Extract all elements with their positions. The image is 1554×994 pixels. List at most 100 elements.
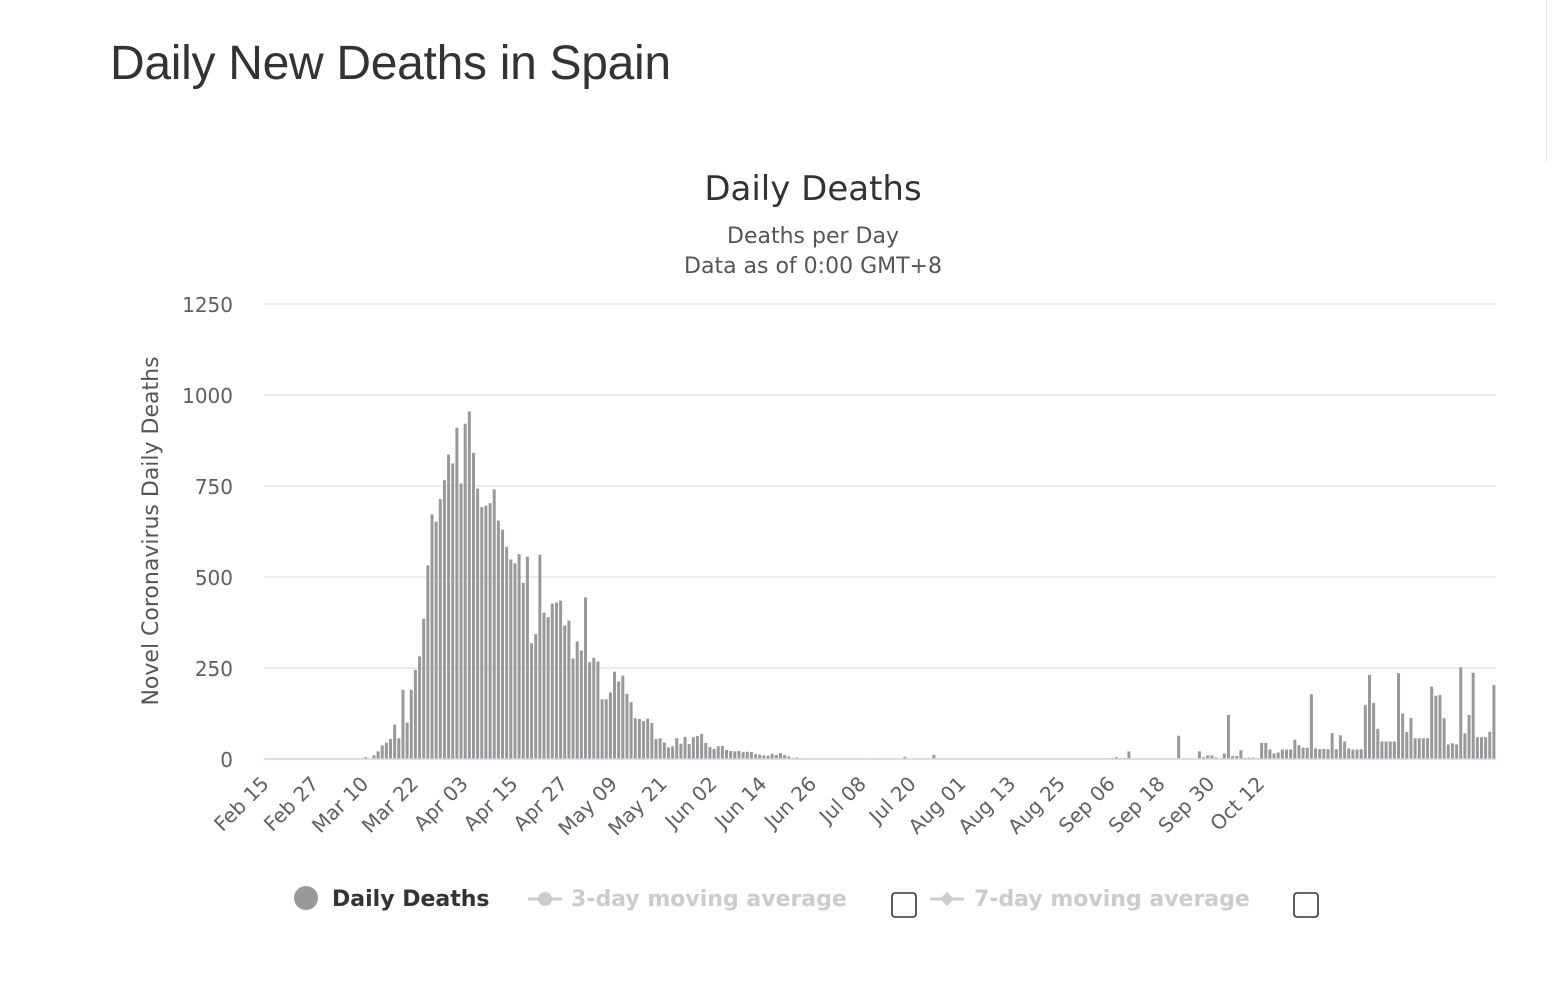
- bar[interactable]: [1384, 741, 1388, 759]
- bar[interactable]: [1467, 714, 1471, 759]
- bar[interactable]: [530, 643, 534, 759]
- bar[interactable]: [422, 618, 426, 759]
- bar[interactable]: [567, 620, 571, 759]
- bar[interactable]: [691, 737, 695, 759]
- bar[interactable]: [1484, 737, 1488, 759]
- bar[interactable]: [588, 662, 592, 759]
- bar[interactable]: [1206, 755, 1210, 759]
- bar[interactable]: [604, 699, 608, 759]
- bar[interactable]: [455, 427, 459, 759]
- bar[interactable]: [501, 529, 505, 759]
- bar[interactable]: [1326, 749, 1330, 759]
- bar[interactable]: [654, 738, 658, 759]
- bar[interactable]: [758, 754, 762, 759]
- bar[interactable]: [1239, 750, 1243, 759]
- bar[interactable]: [405, 722, 409, 759]
- bar[interactable]: [1413, 738, 1417, 759]
- bar[interactable]: [447, 454, 451, 759]
- bar[interactable]: [766, 755, 770, 759]
- bar[interactable]: [1426, 738, 1430, 759]
- bar[interactable]: [1446, 744, 1450, 759]
- bar[interactable]: [1222, 753, 1226, 759]
- bar[interactable]: [550, 603, 554, 759]
- bar[interactable]: [774, 755, 778, 759]
- bar[interactable]: [1301, 747, 1305, 759]
- bar[interactable]: [1202, 757, 1206, 759]
- bar[interactable]: [364, 757, 368, 759]
- legend-item-3-day-average[interactable]: 3-day moving average: [528, 887, 847, 912]
- bar[interactable]: [1226, 714, 1230, 759]
- bar[interactable]: [629, 702, 633, 759]
- bar[interactable]: [525, 556, 529, 759]
- bar[interactable]: [596, 661, 600, 759]
- bar[interactable]: [770, 753, 774, 759]
- bar[interactable]: [675, 738, 679, 759]
- bar[interactable]: [1409, 717, 1413, 759]
- bar[interactable]: [492, 489, 496, 759]
- bar[interactable]: [1401, 713, 1405, 760]
- bar[interactable]: [1293, 739, 1297, 759]
- bar[interactable]: [1309, 694, 1313, 759]
- bar[interactable]: [583, 597, 587, 759]
- bar[interactable]: [521, 582, 525, 759]
- bar[interactable]: [389, 738, 393, 759]
- bar[interactable]: [1355, 749, 1359, 759]
- bar[interactable]: [1359, 749, 1363, 759]
- bar[interactable]: [380, 745, 384, 759]
- bar[interactable]: [426, 565, 430, 759]
- bar[interactable]: [1492, 685, 1496, 759]
- bar[interactable]: [1471, 672, 1475, 759]
- legend-item-daily-deaths[interactable]: Daily Deaths: [294, 886, 490, 912]
- bar[interactable]: [480, 507, 484, 759]
- bar[interactable]: [1459, 667, 1463, 759]
- bar[interactable]: [1405, 732, 1409, 759]
- bar[interactable]: [1264, 742, 1268, 759]
- bar[interactable]: [708, 746, 712, 759]
- bar[interactable]: [729, 750, 733, 759]
- bar[interactable]: [484, 505, 488, 759]
- bar[interactable]: [575, 641, 579, 759]
- bar[interactable]: [571, 658, 575, 759]
- bar[interactable]: [1314, 748, 1318, 759]
- bar[interactable]: [471, 452, 475, 759]
- bar[interactable]: [608, 692, 612, 759]
- bar[interactable]: [397, 738, 401, 759]
- bar[interactable]: [658, 738, 662, 759]
- bar[interactable]: [1392, 741, 1396, 759]
- bar[interactable]: [542, 612, 546, 759]
- bar[interactable]: [376, 751, 380, 759]
- bar[interactable]: [496, 520, 500, 759]
- bar[interactable]: [538, 554, 542, 759]
- bar[interactable]: [1388, 741, 1392, 759]
- bar[interactable]: [600, 699, 604, 759]
- bar[interactable]: [642, 721, 646, 759]
- bar[interactable]: [1363, 705, 1367, 759]
- bar[interactable]: [1488, 731, 1492, 759]
- checkbox-3-day[interactable]: [891, 892, 917, 918]
- bar[interactable]: [1442, 718, 1446, 759]
- bar[interactable]: [1338, 735, 1342, 759]
- bar[interactable]: [1479, 737, 1483, 759]
- bar[interactable]: [563, 625, 567, 759]
- bar[interactable]: [418, 656, 422, 759]
- bar[interactable]: [778, 753, 782, 759]
- bar[interactable]: [488, 503, 492, 759]
- bar[interactable]: [749, 752, 753, 759]
- bar[interactable]: [621, 675, 625, 759]
- bar[interactable]: [413, 669, 417, 759]
- checkbox-7-day[interactable]: [1293, 892, 1319, 918]
- bar[interactable]: [1455, 744, 1459, 759]
- bar[interactable]: [1367, 674, 1371, 759]
- bar[interactable]: [754, 754, 758, 759]
- bar[interactable]: [1397, 673, 1401, 759]
- bar[interactable]: [737, 750, 741, 759]
- bar[interactable]: [704, 742, 708, 759]
- bar[interactable]: [1272, 753, 1276, 759]
- bar[interactable]: [579, 650, 583, 759]
- bar[interactable]: [438, 499, 442, 759]
- bar[interactable]: [700, 733, 704, 759]
- bar[interactable]: [1421, 738, 1425, 759]
- bar[interactable]: [467, 411, 471, 759]
- bar[interactable]: [509, 559, 513, 759]
- bar[interactable]: [1280, 749, 1284, 759]
